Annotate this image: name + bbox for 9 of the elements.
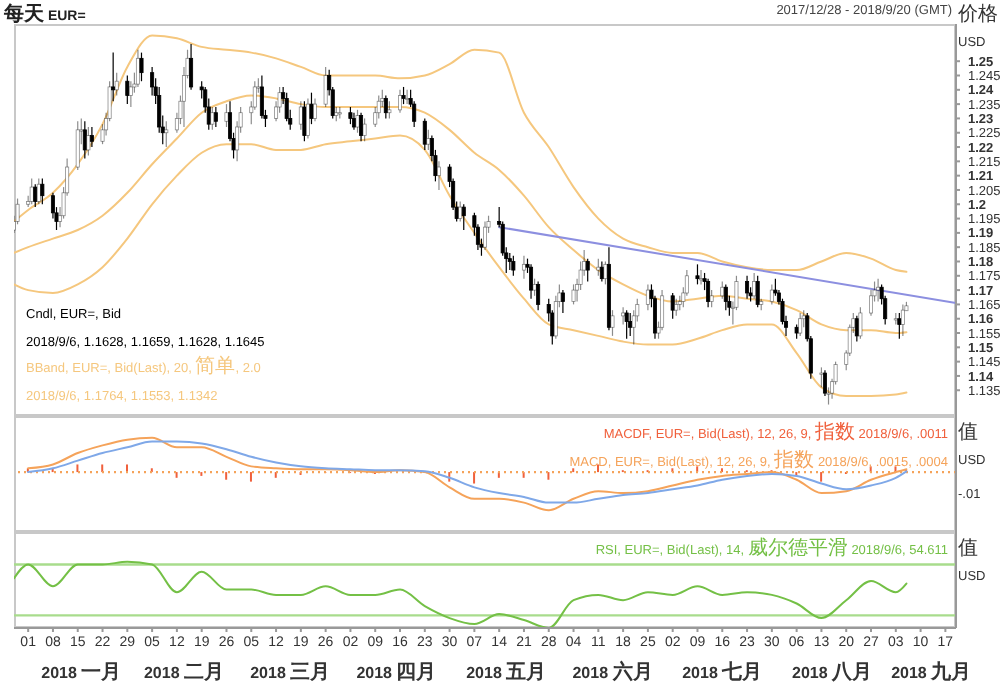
x2-tick-label: 2018 四月 [356,662,437,684]
x2-tick-label: 2018 五月 [466,662,547,684]
x2-tick-label: 2018 六月 [572,660,653,684]
x2-tick-label: 2018 七月 [682,660,763,684]
x2-tick-label: 2018 三月 [250,662,331,684]
x2-tick-label: 2018 九月 [891,660,972,684]
x2-tick-label: 2018 二月 [143,662,225,684]
x2-tick-label: 2018 八月 [792,660,873,684]
x2-tick-label: 2018 一月 [41,662,122,684]
